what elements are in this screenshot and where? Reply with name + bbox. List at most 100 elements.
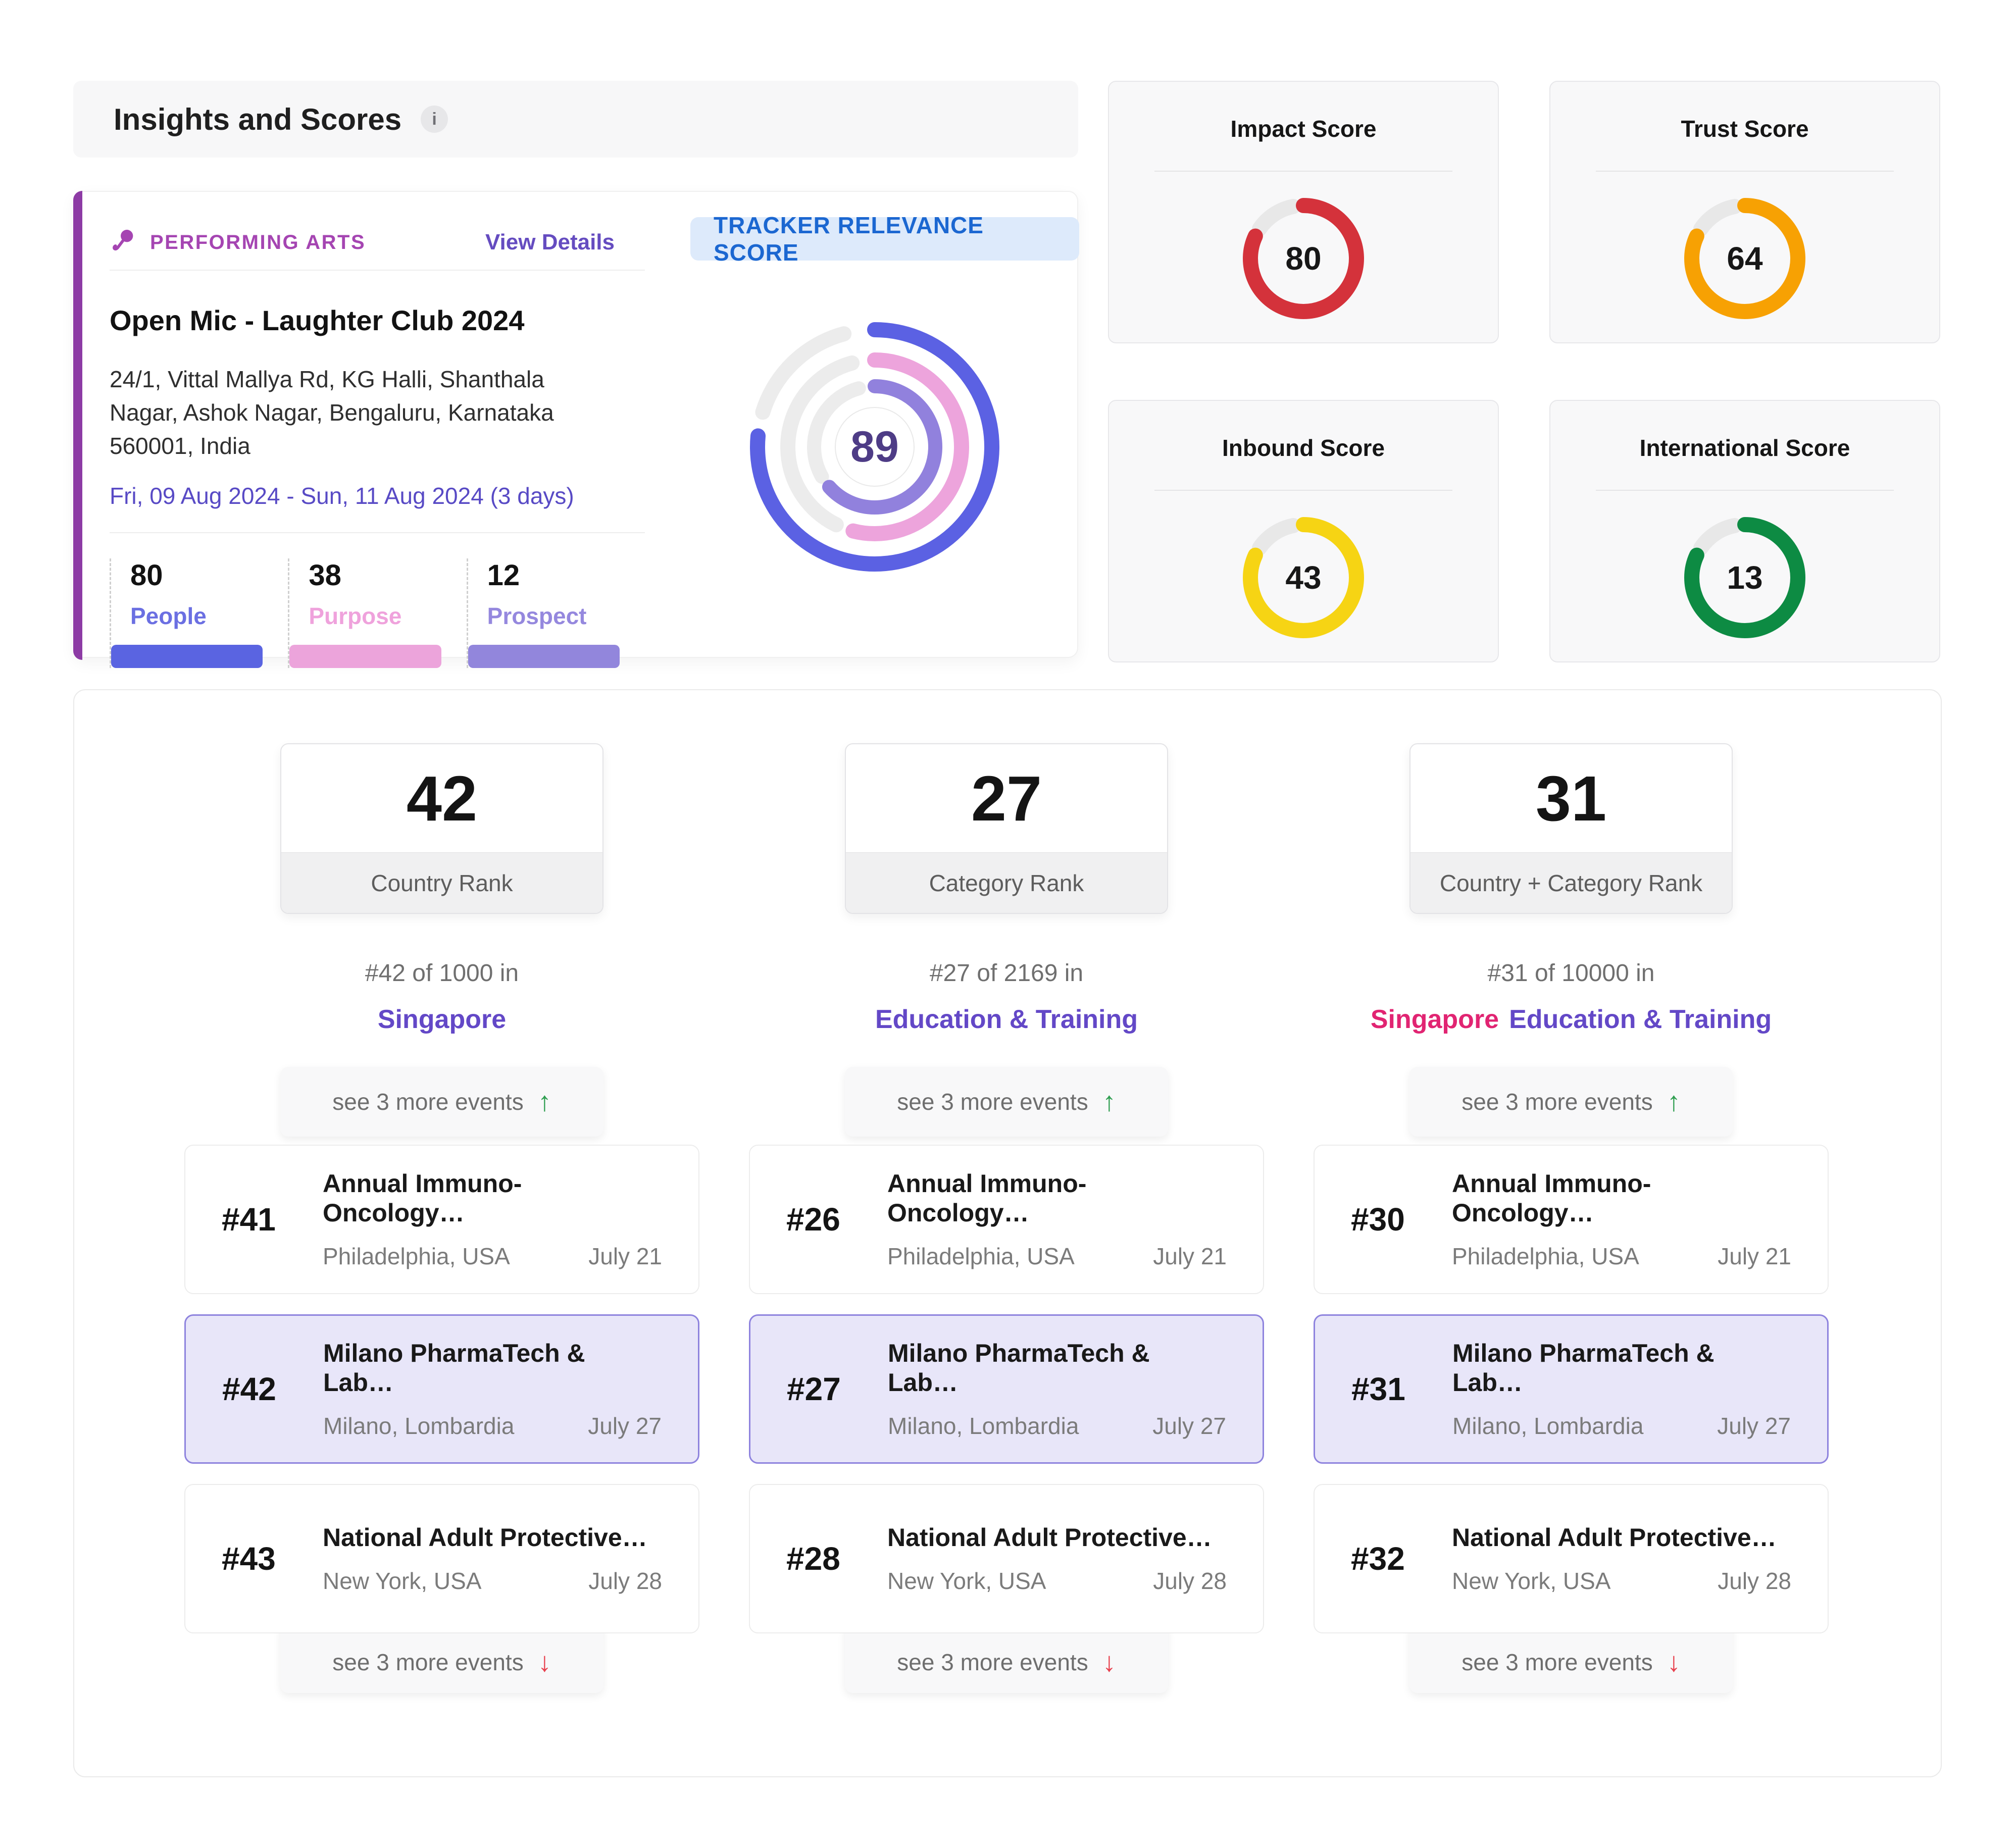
rank-card: 27 Category Rank (845, 743, 1168, 914)
event-date: July 27 (1152, 1413, 1226, 1439)
rank-card: 31 Country + Category Rank (1409, 743, 1733, 914)
event-rank: #27 (787, 1371, 841, 1407)
event-location: Philadelphia, USA (1452, 1243, 1639, 1269)
rank-scope: Singapore Education & Training (1314, 1004, 1829, 1035)
trust-score-gauge: 64 (1679, 193, 1810, 324)
info-icon[interactable]: i (421, 106, 448, 133)
international-score-gauge: 13 (1679, 512, 1810, 643)
event-date: July 28 (1153, 1568, 1227, 1594)
event-rank: #26 (786, 1201, 840, 1238)
insights-header: Insights and Scores i (73, 81, 1078, 158)
see-more-events-up-button[interactable]: see 3 more events ↑ (845, 1067, 1168, 1137)
event-date: July 21 (588, 1243, 662, 1269)
event-list-title: Annual Immuno-Oncology… (1452, 1169, 1651, 1227)
event-date: July 28 (588, 1568, 662, 1594)
event-location: New York, USA (1452, 1568, 1611, 1594)
view-details-link[interactable]: View Details (485, 230, 615, 254)
inbound-score-value: 43 (1285, 559, 1322, 596)
trust-score-value: 64 (1727, 240, 1763, 277)
arrow-up-icon: ↑ (1667, 1087, 1681, 1117)
rank-of-text: #31 of 10000 in (1487, 960, 1655, 987)
event-category-label: PERFORMING ARTS (150, 231, 366, 253)
stat-purpose: 38 Purpose (288, 558, 466, 668)
ranking-column-category: 27 Category Rank #27 of 2169 in Educatio… (749, 690, 1264, 1693)
event-list-title: National Adult Protective… (323, 1523, 647, 1552)
international-score-card: International Score 13 (1549, 400, 1940, 662)
see-more-events-up-button[interactable]: see 3 more events ↑ (1409, 1067, 1733, 1137)
arrow-down-icon: ↓ (1102, 1647, 1116, 1677)
rank-of-text: #42 of 1000 in (365, 960, 519, 987)
rank-label: Country + Category Rank (1410, 852, 1732, 913)
rankings-section: 42 Country Rank #42 of 1000 in Singapore… (73, 689, 1942, 1777)
event-list-item[interactable]: #30 Annual Immuno-Oncology… Philadelphia… (1314, 1145, 1829, 1294)
arrow-down-icon: ↓ (1667, 1647, 1681, 1677)
event-location: New York, USA (887, 1568, 1046, 1594)
scope-country: Singapore (1370, 1005, 1499, 1034)
rank-number: 31 (1535, 762, 1607, 834)
event-date: July 21 (1153, 1243, 1227, 1269)
arrow-up-icon: ↑ (1102, 1087, 1116, 1117)
see-more-label: see 3 more events (897, 1089, 1088, 1115)
event-location: Philadelphia, USA (887, 1243, 1075, 1269)
divider (110, 532, 645, 533)
stat-value: 38 (309, 559, 341, 592)
international-score-value: 13 (1727, 559, 1763, 596)
rank-label: Country Rank (281, 852, 602, 913)
event-list-item[interactable]: #43 National Adult Protective… New York,… (184, 1484, 699, 1633)
rank-number: 27 (971, 762, 1042, 834)
see-more-label: see 3 more events (332, 1089, 524, 1115)
score-card-title: Inbound Score (1222, 435, 1385, 461)
divider (1596, 171, 1894, 172)
event-rank: #31 (1351, 1371, 1405, 1407)
event-rank: #41 (222, 1201, 276, 1238)
inbound-score-gauge: 43 (1238, 512, 1369, 643)
stat-people: 80 People (110, 558, 288, 668)
divider (1596, 490, 1894, 491)
event-list-title: National Adult Protective… (887, 1523, 1212, 1552)
microphone-icon (110, 228, 137, 258)
event-date: July 27 (1717, 1413, 1791, 1439)
trust-score-card: Trust Score 64 (1549, 81, 1940, 343)
ranking-column-country-category: 31 Country + Category Rank #31 of 10000 … (1314, 690, 1829, 1693)
inbound-score-card: Inbound Score 43 (1108, 400, 1499, 662)
event-date: July 21 (1718, 1243, 1791, 1269)
divider (1154, 171, 1452, 172)
rank-scope: Education & Training (749, 1004, 1264, 1035)
see-more-events-down-button[interactable]: see 3 more events ↓ (1409, 1622, 1733, 1693)
stat-bar-people (111, 645, 263, 668)
rank-number: 42 (406, 762, 478, 834)
event-list-title: Milano PharmaTech & Lab… (1452, 1339, 1715, 1397)
see-more-events-down-button[interactable]: see 3 more events ↓ (280, 1622, 603, 1693)
event-list-item-highlighted[interactable]: #27 Milano PharmaTech & Lab… Milano, Lom… (749, 1314, 1264, 1464)
event-list-item[interactable]: #32 National Adult Protective… New York,… (1314, 1484, 1829, 1633)
stat-value: 12 (487, 559, 520, 592)
event-rank: #28 (786, 1541, 840, 1577)
page-title: Insights and Scores (114, 102, 402, 136)
event-list-title: Milano PharmaTech & Lab… (323, 1339, 585, 1397)
event-list-item-highlighted[interactable]: #42 Milano PharmaTech & Lab… Milano, Lom… (184, 1314, 699, 1464)
tracker-relevance-badge: TRACKER RELEVANCE SCORE (690, 212, 1079, 266)
stat-prospect: 12 Prospect (466, 558, 645, 668)
event-date-range: Fri, 09 Aug 2024 - Sun, 11 Aug 2024 (3 d… (110, 483, 574, 509)
event-location: Milano, Lombardia (323, 1413, 515, 1439)
see-more-events-up-button[interactable]: see 3 more events ↑ (280, 1067, 603, 1137)
event-date: July 27 (588, 1413, 662, 1439)
event-list-item[interactable]: #28 National Adult Protective… New York,… (749, 1484, 1264, 1633)
event-date: July 28 (1718, 1568, 1791, 1594)
see-more-events-down-button[interactable]: see 3 more events ↓ (845, 1622, 1168, 1693)
event-list-item[interactable]: #41 Annual Immuno-Oncology… Philadelphia… (184, 1145, 699, 1294)
event-list-item[interactable]: #26 Annual Immuno-Oncology… Philadelphia… (749, 1145, 1264, 1294)
event-list-title: Milano PharmaTech & Lab… (888, 1339, 1150, 1397)
stat-bar-prospect (468, 645, 620, 668)
impact-score-gauge: 80 (1238, 193, 1369, 324)
event-list-item-highlighted[interactable]: #31 Milano PharmaTech & Lab… Milano, Lom… (1314, 1314, 1829, 1464)
stat-bar-purpose (289, 645, 441, 668)
event-address: 24/1, Vittal Mallya Rd, KG Halli, Shanth… (110, 366, 554, 459)
score-card-title: Impact Score (1230, 116, 1377, 142)
score-card-title: International Score (1639, 435, 1850, 461)
event-rank: #42 (222, 1371, 276, 1407)
rank-scope: Singapore (184, 1004, 699, 1035)
see-more-label: see 3 more events (897, 1649, 1088, 1675)
impact-score-value: 80 (1285, 240, 1322, 277)
